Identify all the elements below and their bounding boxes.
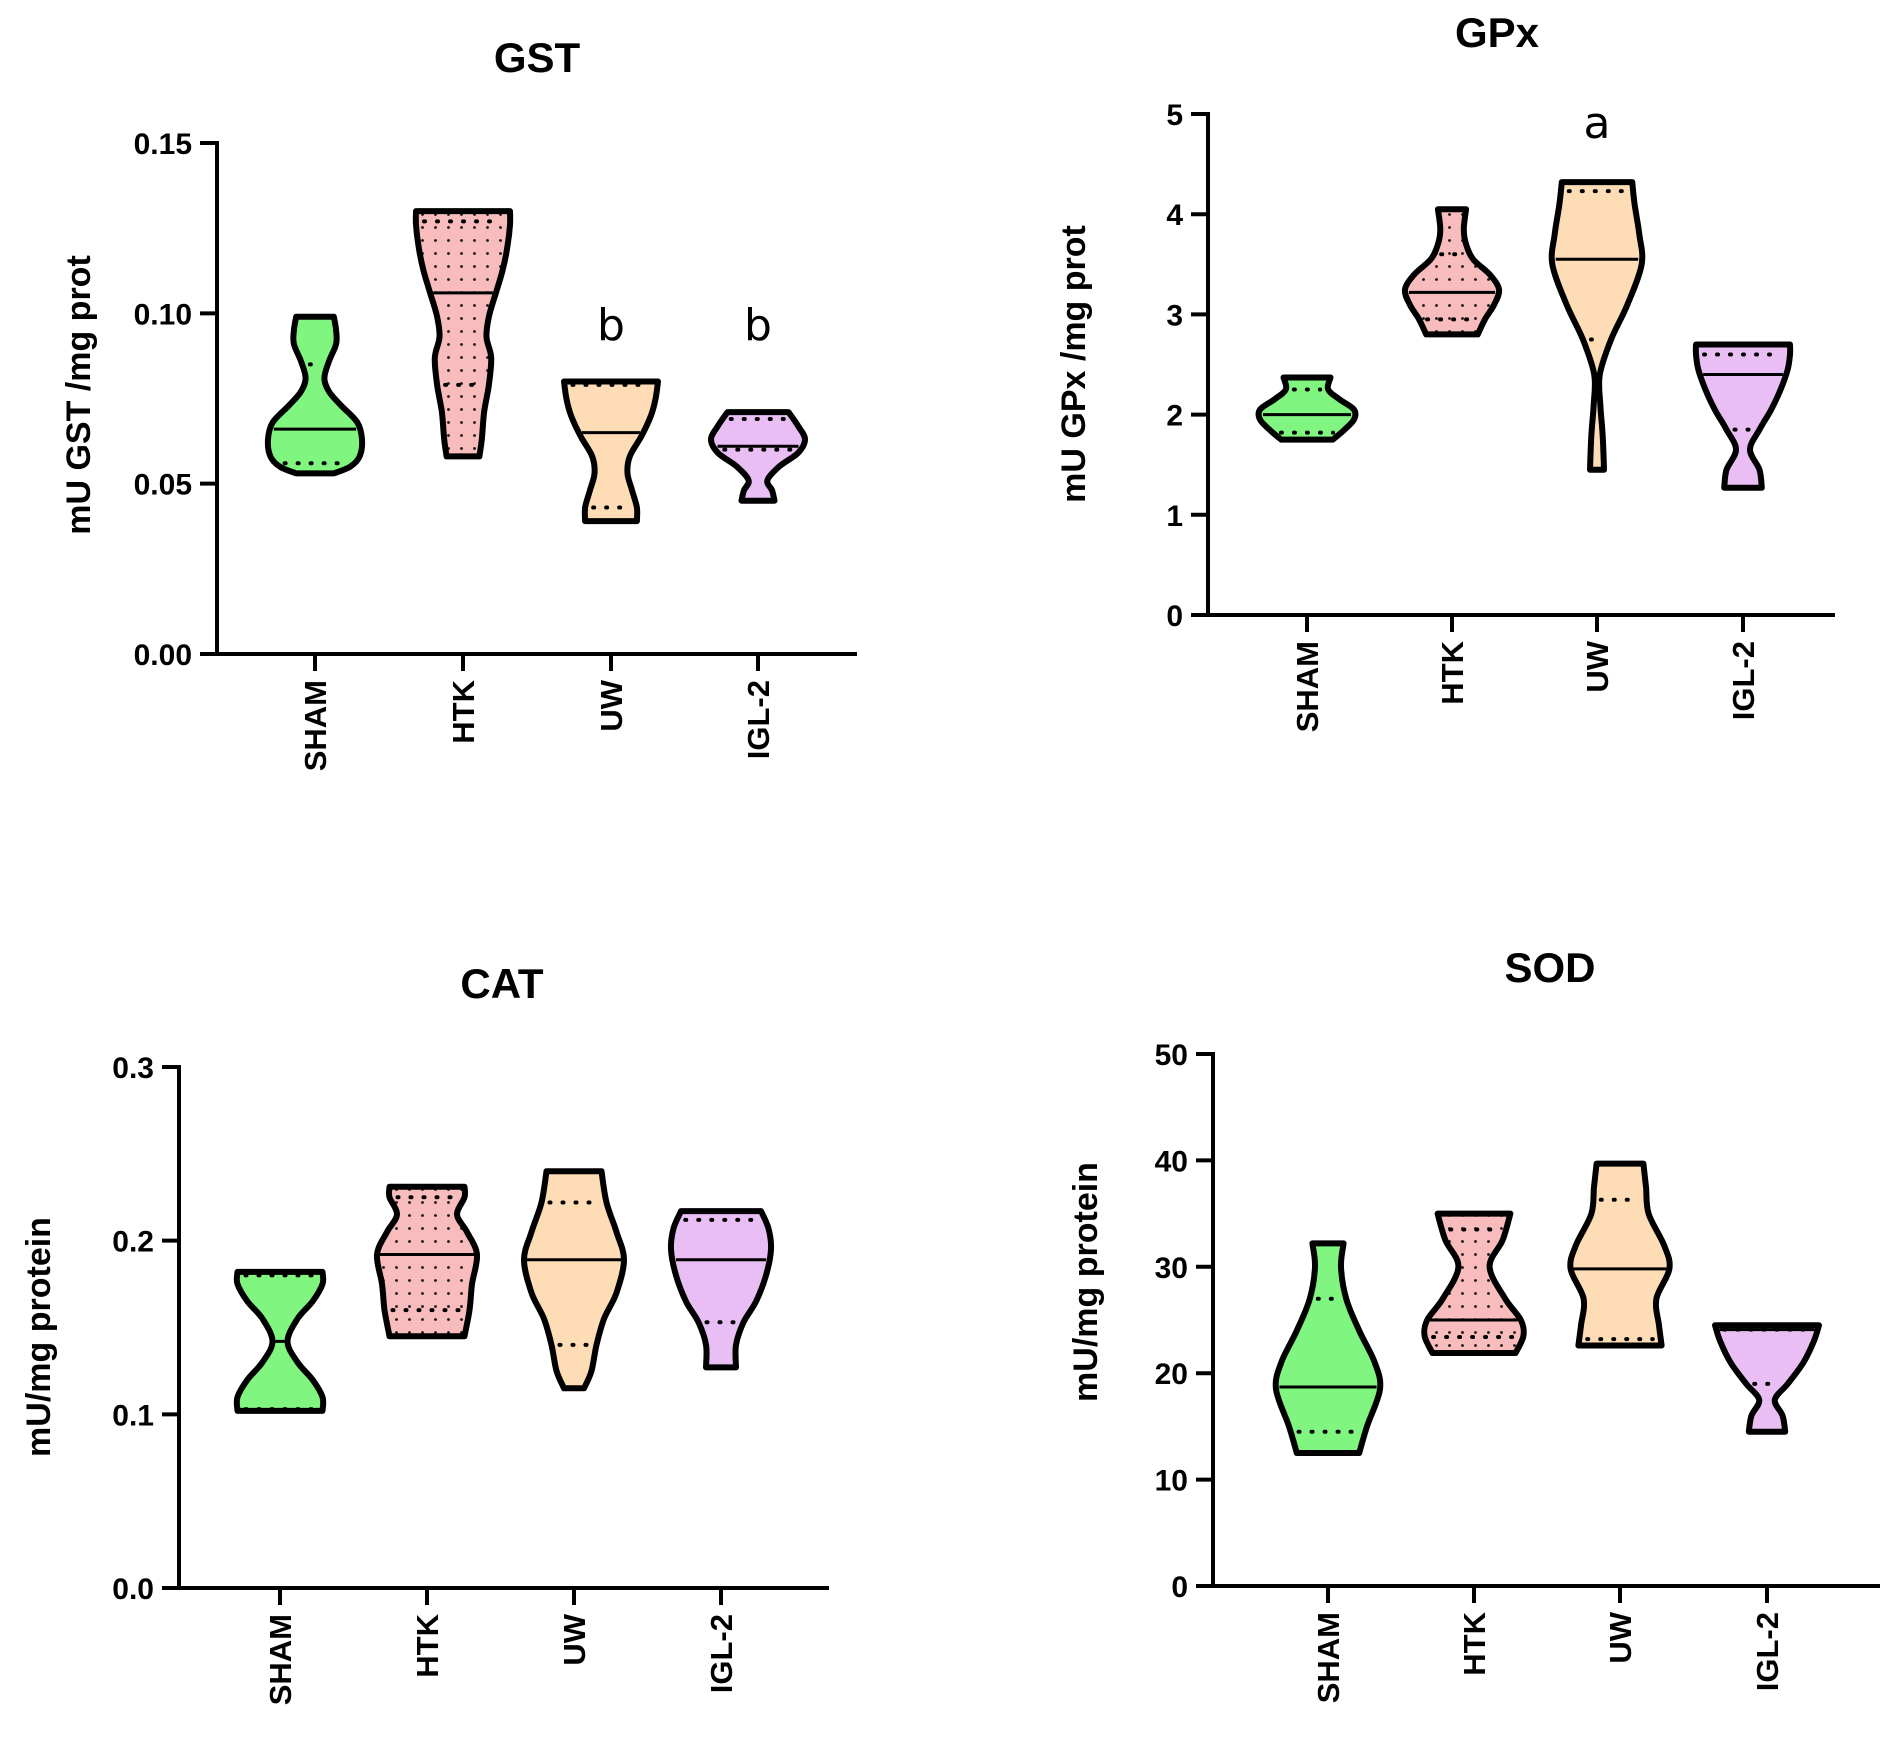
y-tick-label: 0.2	[112, 1226, 154, 1259]
y-tick-label: 0.10	[134, 298, 192, 331]
violin-htk	[373, 1183, 481, 1340]
sod-chart-panel: SOD mU/mg protein 0 10 20 30 40 50 SHAM HTK UW IG…	[1067, 944, 1880, 1703]
violin-sham	[1255, 374, 1359, 443]
violin-outline	[1692, 341, 1794, 491]
x-tick-label: HTK	[410, 1613, 445, 1677]
violin-outline	[1421, 1210, 1527, 1356]
violin-outline	[561, 378, 661, 525]
y-tick-label: 5	[1166, 99, 1183, 132]
x-tick-label: SHAM	[1311, 1612, 1346, 1703]
x-tick-label: UW	[1580, 640, 1615, 692]
y-tick-label: 3	[1166, 299, 1183, 332]
x-tick-label: SHAM	[1290, 641, 1325, 732]
x-tick-label: IGL-2	[704, 1614, 739, 1693]
violin-fill	[1258, 377, 1356, 440]
violin-igl-2	[667, 1208, 775, 1371]
x-tick-label: SHAM	[263, 1614, 298, 1705]
cat-chart-panel: CAT mU/mg protein 0.0 0.1 0.2 0.3 SHAM HTK UW I…	[20, 960, 829, 1705]
x-tick-label: UW	[594, 679, 629, 731]
violin-dot-pattern	[376, 1186, 478, 1337]
x-tick-label: IGL-2	[1726, 641, 1761, 720]
chart-title: CAT	[460, 960, 544, 1007]
violin-fill	[1695, 344, 1791, 488]
significance-label: b	[744, 300, 772, 351]
y-tick-label: 2	[1166, 400, 1183, 433]
gpx-chart-panel: GPx mU GPx /mg prot 0 1 2 3 4 5 SHAM HTK UW IGL-2…	[1055, 9, 1835, 732]
y-tick-label: 40	[1155, 1145, 1188, 1178]
y-tick-label: 20	[1155, 1358, 1188, 1391]
violin-outline	[1567, 1160, 1673, 1349]
y-axis-label: mU GPx /mg prot	[1055, 225, 1093, 503]
significance-label: b	[597, 300, 625, 351]
x-tick-label: HTK	[446, 679, 481, 743]
x-tick-label: HTK	[1457, 1611, 1492, 1675]
violin-fill	[711, 412, 805, 501]
violin-outline	[1712, 1322, 1822, 1435]
y-tick-label: 0.3	[112, 1052, 154, 1085]
violin-dot-pattern	[1424, 1213, 1524, 1353]
violin-fill	[1715, 1325, 1819, 1432]
x-tick-label: UW	[557, 1613, 592, 1665]
violin-outline	[1255, 374, 1359, 443]
violin-fill	[1275, 1243, 1381, 1453]
y-tick-label: 4	[1166, 199, 1183, 232]
y-tick-label: 30	[1155, 1252, 1188, 1285]
violin-igl-2	[708, 409, 808, 504]
violin-sham	[264, 313, 366, 477]
violin-fill	[1551, 182, 1643, 470]
violin-sham	[1272, 1240, 1384, 1456]
violin-outline	[1548, 179, 1646, 473]
y-tick-label: 1	[1166, 500, 1183, 533]
violin-outline	[233, 1268, 327, 1414]
violin-sham	[233, 1268, 327, 1414]
y-tick-label: 0	[1166, 600, 1183, 633]
violin-outline	[667, 1208, 775, 1371]
y-tick-label: 0.0	[112, 1573, 154, 1606]
violin-htk	[1401, 206, 1503, 338]
y-tick-label: 50	[1155, 1039, 1188, 1072]
violin-uw	[1567, 1160, 1673, 1349]
x-tick-label: IGL-2	[741, 680, 776, 759]
violin-outline	[1272, 1240, 1384, 1456]
x-tick-label: UW	[1603, 1611, 1638, 1663]
violin-fill	[267, 316, 363, 474]
y-axis-label: mU/mg protein	[20, 1217, 58, 1457]
violin-outline	[521, 1168, 627, 1392]
violin-htk	[412, 208, 514, 460]
violin-outline	[264, 313, 366, 477]
chart-title: SOD	[1504, 944, 1595, 991]
x-tick-label: IGL-2	[1750, 1612, 1785, 1691]
chart-title: GST	[494, 34, 581, 81]
violin-outline	[373, 1183, 481, 1340]
significance-label: a	[1584, 98, 1611, 149]
violin-uw	[1548, 179, 1646, 473]
y-tick-label: 0.05	[134, 469, 192, 502]
y-axis-label: mU GST /mg prot	[60, 255, 98, 535]
violin-uw	[561, 378, 661, 525]
violin-igl-2	[1692, 341, 1794, 491]
y-axis-label: mU/mg protein	[1067, 1162, 1105, 1402]
violin-htk	[1421, 1210, 1527, 1356]
violin-fill	[670, 1211, 772, 1368]
violin-dot-pattern	[415, 211, 511, 457]
violin-outline	[1401, 206, 1503, 338]
x-tick-label: SHAM	[298, 680, 333, 771]
y-tick-label: 0.1	[112, 1399, 154, 1432]
y-tick-label: 0.00	[134, 639, 192, 672]
y-tick-label: 10	[1155, 1465, 1188, 1498]
y-tick-label: 0	[1171, 1571, 1188, 1604]
violin-fill	[564, 381, 658, 522]
violin-outline	[412, 208, 514, 460]
y-tick-label: 0.15	[134, 128, 192, 161]
violin-outline	[708, 409, 808, 504]
x-tick-label: HTK	[1435, 640, 1470, 704]
chart-title: GPx	[1455, 9, 1540, 56]
gst-chart-panel: GST mU GST /mg prot 0.00 0.05 0.10 0.15 SHAM…	[60, 34, 857, 771]
violin-igl-2	[1712, 1322, 1822, 1435]
violin-dot-pattern	[1404, 209, 1500, 335]
violin-uw	[521, 1168, 627, 1392]
